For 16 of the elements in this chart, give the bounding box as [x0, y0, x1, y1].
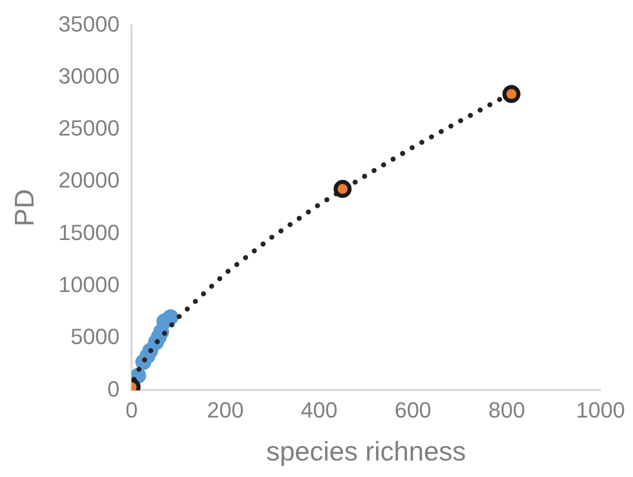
y-tick-label: 15000 — [58, 220, 120, 245]
y-tick-label: 0 — [107, 376, 120, 402]
x-tick-label: 0 — [125, 397, 138, 422]
y-tick-label: 25000 — [58, 116, 120, 141]
y-tick-label: 20000 — [58, 168, 120, 193]
y-tick-label: 5000 — [70, 324, 120, 350]
x-tick-label: 1000 — [576, 397, 626, 422]
x-axis-title: species richness — [266, 436, 466, 466]
x-tick-label: 800 — [488, 397, 526, 422]
x-tick-label: 400 — [300, 397, 338, 422]
x-tick-label: 600 — [394, 397, 432, 422]
x-tick-label: 200 — [207, 397, 244, 422]
y-tick-label: 10000 — [58, 272, 120, 297]
y-axis-title: PD — [10, 188, 40, 226]
y-tick-label: 35000 — [58, 11, 120, 36]
y-tick-label: 30000 — [58, 63, 120, 88]
